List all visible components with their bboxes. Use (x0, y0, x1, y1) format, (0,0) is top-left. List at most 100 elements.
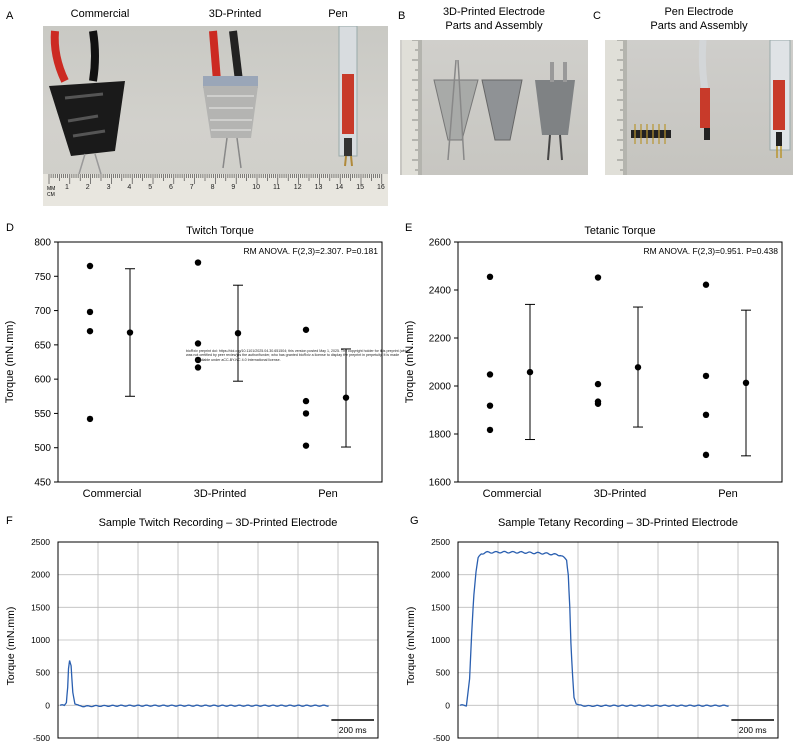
data-point (302, 442, 310, 449)
mean-point (634, 364, 642, 371)
panel-letter-f: F (6, 515, 13, 527)
chart-tetany-recording: Sample Tetany Recording – 3D-Printed Ele… (405, 517, 779, 743)
x-category-label: Pen (718, 488, 738, 500)
y-tick-label: 500 (36, 668, 50, 678)
x-category-label: Commercial (83, 488, 142, 500)
data-point (702, 372, 710, 380)
mean-point (126, 329, 134, 336)
preprint-line-2: was not certified by peer review) is the… (186, 353, 400, 358)
y-tick-label: 1500 (31, 602, 50, 612)
panel-letter-d: D (6, 222, 14, 234)
y-axis-label: Torque (mN.mm) (4, 321, 16, 404)
ruler-number: 3 (106, 184, 111, 191)
y-tick-label: 500 (436, 668, 450, 678)
x-category-label: 3D-Printed (594, 488, 647, 500)
ruler-number: 10 (252, 184, 260, 191)
photo-label-pen: Pen (328, 8, 348, 20)
ruler-number: 14 (335, 184, 344, 191)
preprint-line-3: available under aCC-BY-NC 4.0 Internatio… (196, 357, 281, 362)
y-tick-label: 2000 (31, 570, 50, 580)
ruler-number: 5 (148, 184, 153, 191)
ruler-number: 1 (65, 184, 69, 191)
anova-annotation: RM ANOVA. F(2,3)=0.951. P=0.438 (644, 246, 779, 256)
data-point (86, 327, 94, 335)
y-tick-label: 550 (34, 409, 51, 420)
y-tick-label: 2600 (429, 238, 452, 249)
y-axis-label: Torque (mN.mm) (404, 321, 416, 404)
ruler-number: 12 (293, 184, 302, 191)
ruler-number: 16 (377, 184, 385, 191)
y-tick-label: 1000 (31, 635, 50, 645)
ruler-number: 13 (314, 184, 323, 191)
data-point (194, 356, 202, 364)
data-point (486, 426, 494, 434)
x-category-label: 3D-Printed (194, 488, 247, 500)
ruler-number: 4 (127, 184, 132, 191)
y-tick-label: -500 (433, 733, 450, 743)
photo-pen-parts (605, 40, 793, 175)
data-point (594, 274, 602, 281)
panel-letter-g: G (410, 515, 419, 527)
photo-title-c-line1: Pen Electrode (664, 6, 734, 18)
preprint-notice: bioRxiv preprint doi: https://doi.org/10… (186, 349, 410, 362)
data-point (702, 281, 710, 288)
photo-label-3d-printed: 3D-Printed (208, 8, 262, 20)
photo-electrodes-drawing (43, 26, 388, 206)
scale-bar-label: 200 ms (739, 725, 767, 735)
panel-letter-b: B (398, 10, 406, 22)
photo-label-commercial: Commercial (70, 8, 130, 20)
y-axis-label: Torque (mN.mm) (5, 607, 17, 686)
y-tick-label: 1500 (431, 602, 450, 612)
y-tick-label: 500 (34, 443, 51, 454)
y-tick-label: 2400 (429, 286, 452, 297)
y-tick-label: 2500 (431, 537, 450, 547)
mean-point (234, 330, 242, 337)
data-point (194, 259, 202, 266)
panel-letter-e: E (405, 222, 413, 234)
x-category-label: Commercial (483, 488, 542, 500)
recording-trace (59, 660, 329, 708)
y-tick-label: 0 (445, 700, 450, 710)
data-point (86, 308, 94, 316)
y-tick-label: 0 (45, 700, 50, 710)
ruler-number: 9 (231, 184, 236, 191)
data-point (302, 397, 310, 405)
y-tick-label: 650 (34, 340, 51, 351)
y-tick-label: 1000 (431, 635, 450, 645)
data-point (594, 400, 602, 407)
mean-point (342, 394, 350, 401)
photo-3d-printed-parts (400, 40, 588, 175)
data-point (302, 326, 310, 333)
y-tick-label: 2500 (31, 537, 50, 547)
chart-title: Sample Twitch Recording – 3D-Printed Ele… (99, 517, 338, 529)
ruler-number: 15 (356, 184, 364, 191)
photo-title-b-line2: Parts and Assembly (445, 20, 543, 32)
y-tick-label: 2000 (431, 570, 450, 580)
anova-annotation: RM ANOVA. F(2,3)=2.307. P=0.181 (244, 246, 379, 256)
chart-title: Tetanic Torque (584, 225, 655, 237)
plot-frame (457, 241, 783, 483)
scale-bar-label: 200 ms (339, 725, 367, 735)
data-point (194, 364, 202, 371)
data-point (486, 371, 494, 378)
recording-trace (459, 550, 729, 708)
y-tick-label: 450 (34, 478, 51, 489)
y-tick-label: 600 (34, 375, 51, 386)
mean-point (526, 368, 534, 376)
photo-electrodes-comparison: MM CM 1 2 3 4 5 6 7 8 9 10 11 12 13 14 15 16 (43, 26, 388, 206)
plot-frame (457, 541, 779, 739)
panel-letter-c: C (593, 10, 601, 22)
data-point (486, 273, 494, 280)
ruler-number: 11 (273, 184, 281, 191)
y-tick-label: 1800 (429, 430, 452, 441)
y-axis-label: Torque (mN.mm) (405, 607, 417, 686)
x-category-label: Pen (318, 488, 338, 500)
photo-title-c-line2: Parts and Assembly (650, 20, 748, 32)
plot-frame (57, 241, 383, 483)
y-tick-label: 750 (34, 272, 51, 283)
chart-title: Twitch Torque (186, 225, 254, 237)
data-point (702, 411, 710, 418)
chart-tetanic-torque: Tetanic Torque 1600 1800 2000 2200 2400 2600 To… (404, 225, 783, 500)
y-tick-label: 1600 (429, 478, 452, 489)
chart-twitch-recording: Sample Twitch Recording – 3D-Printed Ele… (5, 517, 379, 743)
